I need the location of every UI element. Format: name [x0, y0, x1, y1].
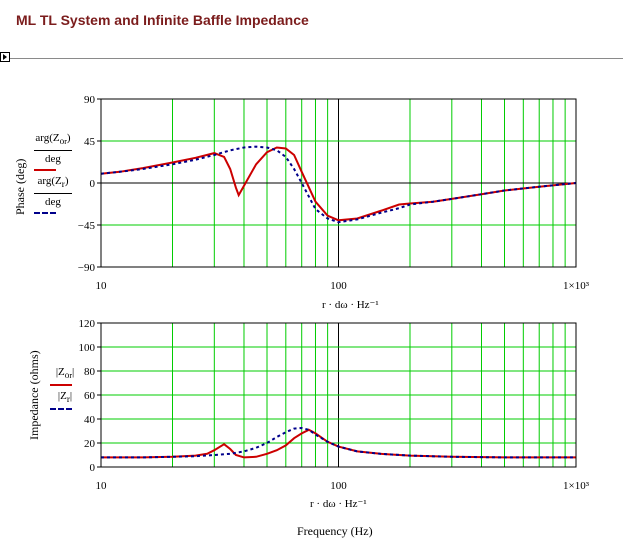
- phase-xtick-label: 1×10³: [563, 280, 590, 292]
- phase-legend-red-expr: arg(Zor): [35, 132, 71, 147]
- phase-legend-red-den: deg: [45, 153, 61, 166]
- impedance-ylabel: Impedance (ohms): [27, 350, 41, 440]
- phase-ytick-label: 45: [84, 136, 96, 148]
- phase-ytick-label: −90: [78, 262, 96, 274]
- impedance-series-red: [101, 428, 576, 459]
- impedance-legend: |Zor| |Zr|: [50, 366, 80, 414]
- phase-series-blue: [100, 145, 577, 224]
- phase-xtick-label: 100: [330, 280, 347, 292]
- worksheet-title: ML TL System and Infinite Baffle Impedan…: [16, 12, 309, 28]
- impedance-xtick-label: 100: [330, 480, 347, 492]
- impedance-xtick-label: 1×10³: [563, 480, 590, 492]
- impedance-xtick-label: 10: [96, 480, 108, 492]
- frequency-xlabel: Frequency (Hz): [297, 524, 373, 538]
- impedance-legend-blue-swatch: [50, 408, 72, 411]
- phase-series-red: [100, 146, 577, 222]
- impedance-ytick-label: 60: [84, 390, 96, 402]
- region-divider: [10, 58, 623, 59]
- impedance-legend-blue-expr: |Zr|: [57, 390, 73, 405]
- phase-legend-blue-swatch: [34, 212, 56, 215]
- impedance-ytick-label: 40: [84, 414, 96, 426]
- impedance-plot[interactable]: 120 100 80 60 40 20 010 100 1×10³: [79, 318, 590, 492]
- impedance-x-expr: r · dω · Hz⁻¹: [310, 498, 367, 510]
- phase-ytick-label: 0: [90, 178, 96, 190]
- phase-xtick-label: 10: [96, 280, 108, 292]
- impedance-ytick-label: 100: [79, 342, 96, 354]
- phase-x-expr: r · dω · Hz⁻¹: [322, 299, 379, 311]
- phase-legend-red-swatch: [34, 169, 56, 172]
- impedance-ytick-label: 0: [90, 462, 96, 474]
- impedance-legend-red-swatch: [50, 384, 72, 387]
- impedance-ytick-label: 120: [79, 318, 96, 330]
- phase-legend-blue-expr: arg(Zr): [37, 175, 69, 190]
- phase-ytick-label: 90: [84, 94, 96, 106]
- phase-ylabel: Phase (deg): [13, 158, 27, 215]
- impedance-ytick-label: 80: [84, 366, 96, 378]
- region-marker-icon[interactable]: [0, 52, 10, 65]
- impedance-legend-red-expr: |Zor|: [55, 366, 75, 381]
- phase-legend-blue-den: deg: [45, 196, 61, 209]
- impedance-ytick-label: 20: [84, 438, 96, 450]
- impedance-series-blue: [101, 426, 576, 459]
- phase-legend: arg(Zor) deg arg(Zr) deg: [34, 132, 72, 218]
- phase-ytick-label: −45: [78, 220, 96, 232]
